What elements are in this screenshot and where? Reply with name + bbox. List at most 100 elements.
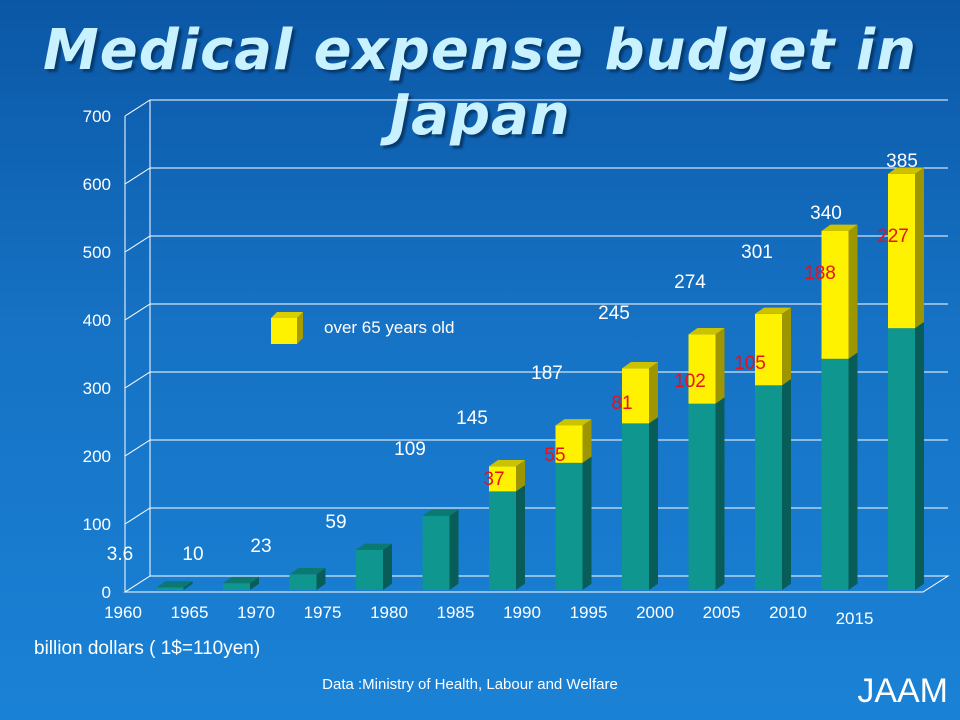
x-tick-label: 2015 bbox=[836, 609, 874, 628]
bar-total-side bbox=[516, 485, 525, 590]
bar-over65-side bbox=[649, 362, 658, 424]
bar-over65-top bbox=[555, 419, 592, 426]
total-value-label: 3.6 bbox=[107, 544, 133, 565]
bar-total-front bbox=[356, 549, 383, 590]
bar-total-front bbox=[755, 385, 782, 590]
bar-total-front bbox=[555, 462, 583, 590]
x-tick-label: 2000 bbox=[636, 603, 674, 622]
organization-mark: JAAM bbox=[857, 672, 948, 710]
bar-total-side bbox=[183, 581, 193, 590]
gridline bbox=[124, 371, 948, 389]
total-value-label: 187 bbox=[531, 363, 563, 384]
y-tick-label: 300 bbox=[83, 379, 111, 398]
over65-value-label: 188 bbox=[804, 263, 836, 284]
bar-over65-front bbox=[555, 425, 583, 463]
bar-over65-top bbox=[755, 307, 791, 314]
bar-total-side bbox=[316, 568, 326, 590]
over65-value-label: 227 bbox=[877, 226, 909, 247]
bar-total-side bbox=[715, 397, 725, 590]
x-tick-label: 1975 bbox=[304, 603, 342, 622]
gridline bbox=[124, 99, 948, 117]
total-value-label: 385 bbox=[886, 151, 918, 172]
bar-total-front bbox=[422, 515, 450, 590]
x-tick-label: 2010 bbox=[769, 603, 807, 622]
bar-over65 bbox=[555, 419, 592, 463]
bar-over65 bbox=[688, 328, 725, 404]
bar-over65-front bbox=[489, 466, 516, 492]
bar-over65-top bbox=[821, 224, 858, 231]
bar-total bbox=[422, 509, 459, 590]
unit-note: billion dollars ( 1$=110yen) bbox=[34, 638, 261, 659]
legend-swatch-top bbox=[271, 312, 303, 318]
bar-total-front bbox=[888, 328, 915, 590]
legend-swatch-side bbox=[297, 312, 303, 344]
total-value-label: 23 bbox=[250, 536, 271, 557]
y-tick-label: 700 bbox=[83, 107, 111, 126]
bar-over65-top bbox=[688, 328, 725, 335]
gridline bbox=[124, 507, 948, 525]
bar-over65 bbox=[888, 167, 924, 329]
bar-total-top bbox=[156, 581, 193, 588]
x-tick-label: 1980 bbox=[370, 603, 408, 622]
bar-total-top bbox=[223, 576, 259, 584]
bar-over65-top bbox=[888, 167, 924, 174]
legend-label: over 65 years old bbox=[324, 318, 454, 337]
bar-over65-side bbox=[516, 459, 525, 492]
bar-total-side bbox=[848, 352, 858, 590]
total-value-label: 274 bbox=[674, 272, 706, 293]
bar-total-front bbox=[223, 583, 250, 590]
bar-total-side bbox=[782, 379, 791, 590]
x-tick-label: 2005 bbox=[703, 603, 741, 622]
gridline bbox=[124, 167, 948, 185]
bar-total bbox=[223, 576, 259, 590]
x-tick-label: 1985 bbox=[437, 603, 475, 622]
over65-value-label: 55 bbox=[544, 445, 565, 466]
bar-total-side bbox=[915, 321, 924, 590]
bar-over65-side bbox=[848, 224, 858, 359]
bar-over65 bbox=[489, 459, 525, 492]
bar-total bbox=[821, 352, 858, 590]
x-tick-label: 1960 bbox=[104, 603, 142, 622]
gridline bbox=[124, 235, 948, 253]
total-value-label: 59 bbox=[325, 512, 346, 533]
bar-total-top bbox=[422, 509, 459, 516]
bar-total bbox=[755, 379, 791, 590]
bar-total bbox=[289, 568, 326, 590]
over65-value-label: 81 bbox=[611, 393, 632, 414]
bar-total-front bbox=[289, 574, 317, 590]
total-value-label: 145 bbox=[456, 408, 488, 429]
total-value-label: 301 bbox=[741, 242, 773, 263]
chart-labels: 0 100 200 300 400 500 600 700 1960 1965 1970 1975 19… bbox=[83, 107, 918, 628]
x-tick-label: 1995 bbox=[570, 603, 608, 622]
x-tick-label: 1965 bbox=[171, 603, 209, 622]
total-value-label: 340 bbox=[810, 203, 842, 224]
bar-over65-top bbox=[622, 362, 658, 369]
over65-value-label: 37 bbox=[483, 469, 504, 490]
bar-over65-front bbox=[888, 173, 915, 329]
bar-total bbox=[356, 543, 392, 590]
over65-value-label: 102 bbox=[674, 371, 706, 392]
x-tick-label: 1970 bbox=[237, 603, 275, 622]
chart-floor bbox=[123, 575, 950, 593]
bar-over65-side bbox=[715, 328, 725, 404]
bar-over65 bbox=[755, 307, 791, 386]
y-tick-label: 400 bbox=[83, 311, 111, 330]
bar-over65-top bbox=[489, 459, 525, 467]
chart-grid bbox=[123, 99, 950, 593]
bar-total-side bbox=[250, 576, 259, 590]
bar-total bbox=[888, 321, 924, 590]
bar-total-side bbox=[383, 543, 392, 590]
bar-over65-side bbox=[582, 419, 592, 463]
chart-title: Medical expense budget in Japan bbox=[43, 18, 917, 148]
bar-total-front bbox=[622, 423, 649, 590]
bar-over65-side bbox=[915, 167, 924, 329]
bar-total-side bbox=[649, 417, 658, 590]
bar-over65-front bbox=[688, 334, 716, 404]
bar-total bbox=[688, 397, 725, 590]
legend-swatch-front bbox=[271, 318, 297, 344]
bar-total bbox=[622, 417, 658, 590]
bar-over65 bbox=[821, 224, 858, 359]
bar-total-side bbox=[582, 456, 592, 590]
total-value-label: 245 bbox=[598, 303, 630, 324]
y-tick-label: 200 bbox=[83, 447, 111, 466]
